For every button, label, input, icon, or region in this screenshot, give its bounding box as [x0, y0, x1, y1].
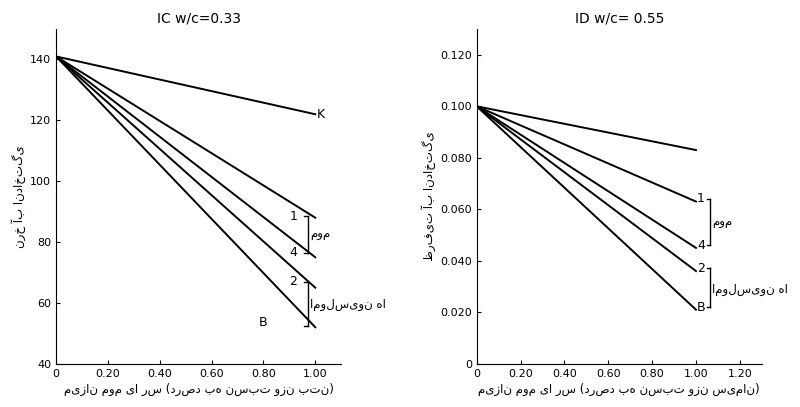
Text: موم: موم	[713, 216, 733, 229]
Text: 4: 4	[290, 246, 298, 259]
Text: 2: 2	[697, 262, 705, 275]
Title: ID w/c= 0.55: ID w/c= 0.55	[574, 11, 664, 25]
Text: 1: 1	[697, 193, 705, 206]
Text: موم: موم	[310, 228, 330, 241]
Y-axis label: ظرفیت آب انداختگی: ظرفیت آب انداختگی	[421, 131, 436, 261]
X-axis label: میزان موم یا رس (درصد به نسبت وزن بتن): میزان موم یا رس (درصد به نسبت وزن بتن)	[64, 383, 334, 396]
X-axis label: میزان موم یا رس (درصد به نسبت وزن سیمان): میزان موم یا رس (درصد به نسبت وزن سیمان)	[478, 383, 760, 396]
Text: B: B	[697, 301, 706, 314]
Title: IC w/c=0.33: IC w/c=0.33	[157, 11, 241, 25]
Text: B: B	[258, 316, 267, 329]
Text: امولسیون ها: امولسیون ها	[310, 298, 386, 311]
Text: K: K	[317, 108, 325, 121]
Text: امولسیون ها: امولسیون ها	[713, 282, 788, 295]
Y-axis label: نرخ آب انداختگی: نرخ آب انداختگی	[11, 145, 26, 248]
Text: 4: 4	[697, 239, 705, 252]
Text: 1: 1	[290, 210, 298, 223]
Text: 2: 2	[290, 275, 298, 288]
